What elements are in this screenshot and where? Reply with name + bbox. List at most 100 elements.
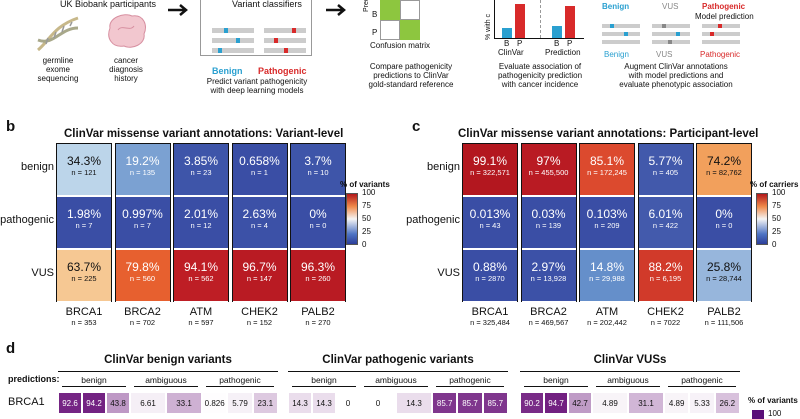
benign-label: Benign (212, 66, 243, 76)
cell-count: n = 135 (129, 168, 156, 177)
heatmap-cell: 0.103% n = 209 (580, 197, 634, 250)
cell-count: n = 0 (715, 221, 733, 230)
d-legend-title: % of variants (748, 396, 798, 405)
heatmap-cell: 0 (336, 392, 360, 414)
gene-column: 19.2% n = 135 0.997% n = 7 79.8% n = 560 (114, 143, 171, 303)
heatmap-cell: 85.7 (432, 392, 458, 414)
cell-count: n = 82,762 (706, 168, 742, 177)
heatmap-cell: 0.826 (202, 392, 228, 414)
cell-count: n = 7 (75, 221, 93, 230)
cell-count: n = 2870 (475, 274, 505, 283)
heatmap-cell: 5.77% n = 405 (638, 144, 693, 197)
cell-percent: 85.1% (589, 154, 625, 168)
panel-letter-b: b (6, 118, 16, 135)
cell-count: n = 139 (535, 221, 562, 230)
gene-count: n = 202,442 (587, 318, 627, 327)
heatmap-cell: 0.658% n = 1 (232, 144, 287, 197)
group-label: Prediction (545, 48, 581, 57)
group-title: ClinVar pathogenic variants (322, 354, 474, 366)
cell-percent: 0% (715, 207, 733, 221)
cell-count: n = 121 (71, 168, 97, 177)
heatmap-cell: 2.97% n = 13,928 (521, 250, 576, 303)
gene-count: n = 152 (246, 318, 273, 327)
cell-count: n = 10 (307, 168, 329, 177)
sub-rule (134, 386, 198, 387)
cell-percent: 79.8% (125, 260, 160, 274)
sub-label: ambiguous (607, 375, 649, 385)
assoc-caption: Evaluate association of pathogenicity pr… (497, 62, 583, 89)
cell-percent: 0.03% (531, 207, 566, 221)
gene-column: 34.3% n = 121 1.98% n = 7 63.7% n = 225 (56, 143, 112, 303)
assoc-axis (494, 38, 584, 39)
cell-percent: 25.8% (706, 260, 742, 274)
prediction-axis-label: Prediction (362, 0, 371, 12)
cell-count: n = 322,571 (470, 168, 510, 177)
colorbar-tick: 75 (772, 201, 781, 210)
cell-percent: 94.1% (183, 260, 219, 274)
gene-label: BRCA2 n = 702 (115, 306, 171, 327)
classifier-box (200, 0, 312, 56)
cell-count: n = 1 (251, 168, 268, 177)
gene-name: CHEK2 (241, 306, 278, 318)
cell-count: n = 225 (71, 274, 97, 283)
group-rule (288, 371, 508, 372)
cell-percent: 0.997% (122, 207, 163, 221)
cell-percent: 3.7% (304, 154, 332, 168)
cell-count: n = 43 (479, 221, 501, 230)
cell-percent: 0.013% (469, 207, 511, 221)
heatmap-cell: 0.88% n = 2870 (463, 250, 517, 303)
row-gene-label: BRCA1 (8, 396, 45, 408)
heatmap-cell: 94.2 (82, 392, 106, 414)
heatmap-cell: 34.3% n = 121 (57, 144, 111, 197)
gene-column: 99.1% n = 322,571 0.013% n = 43 0.88% n = 287… (462, 143, 518, 303)
heatmap-cell: 94.1% n = 562 (174, 250, 228, 303)
cell-count: n = 260 (305, 274, 331, 283)
cell-count: n = 29,988 (589, 274, 625, 283)
heatmap-cell: 19.2% n = 135 (115, 144, 170, 197)
dna-icon (37, 16, 79, 52)
row-label: pathogenic (406, 214, 460, 226)
heatmap-cell: 85.7 (482, 392, 508, 414)
gene-name: PALB2 (707, 306, 741, 318)
gene-column: 3.7% n = 10 0% n = 0 96.3% n = 260 (290, 143, 346, 303)
confusion-caption: Compare pathogenicity predictions to Cli… (368, 62, 454, 89)
colorbar-tick: 75 (362, 201, 371, 210)
heatmap-cell: 43.8 (106, 392, 130, 414)
cm-cell (400, 0, 420, 20)
legend-title: % of carriers (750, 180, 799, 189)
panel-b-title: ClinVar missense variant annotations: Va… (64, 128, 344, 140)
cell-percent: 96.3% (300, 260, 336, 274)
cell-percent: 96.7% (242, 260, 277, 274)
heatmap-cell: 4.89 (592, 392, 628, 414)
cell-percent: 74.2% (706, 154, 742, 168)
predict-caption: Predict variant pathogenicity with deep … (206, 77, 308, 95)
gene-column: 5.77% n = 405 6.01% n = 422 88.2% n = 6,195 (637, 143, 694, 303)
heatmap-cell: 88.2% n = 6,195 (638, 250, 693, 303)
heatmap-cell: 2.01% n = 12 (174, 197, 228, 250)
sub-label: benign (311, 375, 337, 385)
colorbar-tick: 0 (772, 240, 777, 249)
cell-count: n = 28,744 (706, 274, 742, 283)
heatmap-cell: 63.7% n = 225 (57, 250, 111, 303)
colorbar-tick: 25 (362, 227, 371, 236)
heatmap-cell: 25.8% n = 28,744 (697, 250, 751, 303)
sub-rule (436, 386, 504, 387)
sub-label: benign (543, 375, 569, 385)
cm-cell (380, 0, 400, 20)
heatmap-cell: 96.7% n = 147 (232, 250, 287, 303)
gene-count: n = 325,484 (470, 318, 510, 327)
gene-name: ATM (189, 306, 213, 318)
gene-count: n = 111,506 (704, 318, 744, 327)
heatmap-cell: 0% n = 0 (291, 197, 345, 250)
cell-count: n = 13,928 (530, 274, 567, 283)
panel-letter-d: d (6, 340, 16, 357)
gene-column: 3.85% n = 23 2.01% n = 12 94.1% n = 562 (173, 143, 229, 303)
bar-label: B (504, 39, 510, 48)
bar-label: B (554, 39, 560, 48)
cell-percent: 99.1% (472, 154, 508, 168)
heatmap-cell: 0 (360, 392, 396, 414)
cell-percent: 88.2% (648, 260, 683, 274)
cell-percent: 34.3% (66, 154, 102, 168)
cell-count: n = 405 (652, 168, 679, 177)
row-label: pathogenic (0, 214, 54, 226)
